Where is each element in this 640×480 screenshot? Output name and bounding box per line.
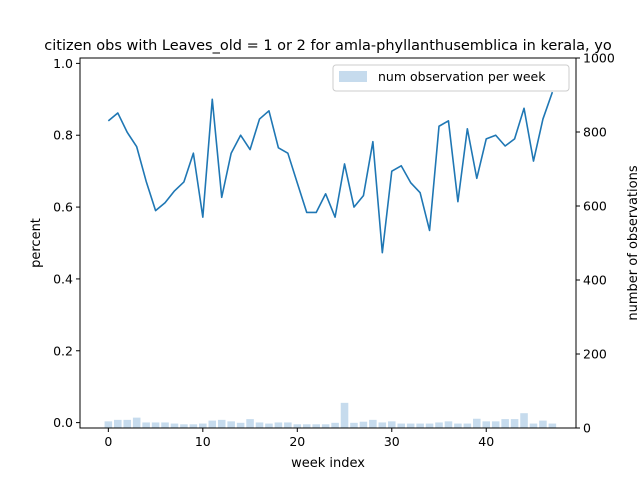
bar <box>284 422 292 428</box>
y2-tick-label: 600 <box>583 199 607 214</box>
bar <box>255 422 264 428</box>
bar <box>274 422 283 428</box>
bar <box>170 423 179 428</box>
bar <box>104 421 113 428</box>
bar <box>444 421 453 428</box>
bar-series <box>104 402 557 428</box>
bar <box>473 418 481 428</box>
bar <box>236 422 245 428</box>
bar <box>302 424 311 428</box>
bar <box>293 424 302 428</box>
x-tick-label: 30 <box>384 434 400 449</box>
legend-box <box>332 64 570 92</box>
bar <box>331 422 339 428</box>
y-tick-label: 0.0 <box>53 415 73 430</box>
bar <box>501 419 509 428</box>
bar <box>539 420 547 428</box>
bar <box>132 417 141 428</box>
y-tick-label: 0.6 <box>53 200 73 215</box>
bar <box>142 422 150 428</box>
bar <box>246 419 254 428</box>
bar <box>227 421 235 428</box>
chart-title: citizen obs with Leaves_old = 1 or 2 for… <box>44 38 612 54</box>
x-axis-label: week index <box>291 456 365 471</box>
y2-tick-label: 1000 <box>583 51 615 66</box>
bar <box>529 423 538 428</box>
bar <box>161 422 169 428</box>
bar <box>321 424 330 428</box>
legend: num observation per week <box>332 64 570 92</box>
bar <box>350 422 358 428</box>
bar <box>425 423 434 428</box>
y-axis-right: 0 200 400 600 800 1000 <box>576 51 615 436</box>
bar <box>454 423 462 428</box>
x-axis: 0 10 20 30 40 <box>104 428 494 449</box>
bar <box>387 421 396 428</box>
y-tick-label: 1.0 <box>53 56 73 71</box>
bar <box>151 422 160 428</box>
bar <box>416 423 424 428</box>
bar <box>482 421 491 428</box>
bar <box>123 419 132 428</box>
bar <box>114 419 122 428</box>
x-tick-label: 0 <box>104 434 112 449</box>
y2-axis-label: number of observations <box>626 165 640 320</box>
bar <box>217 419 226 428</box>
y-axis-left: 0.0 0.2 0.4 0.6 0.8 1.0 <box>53 56 80 430</box>
series-line <box>107 91 554 254</box>
bar <box>520 413 528 428</box>
x-tick-label: 20 <box>289 434 305 449</box>
bar <box>406 423 415 428</box>
bar <box>312 424 320 428</box>
x-tick-label: 40 <box>478 434 494 449</box>
bar <box>180 424 188 428</box>
y2-tick-label: 800 <box>583 125 607 140</box>
y-tick-label: 0.2 <box>53 343 73 358</box>
bar <box>378 422 387 428</box>
bar <box>340 402 349 428</box>
plot-frame <box>79 57 577 429</box>
bar <box>397 423 405 428</box>
bar <box>199 423 207 428</box>
bar <box>208 420 217 428</box>
bar <box>463 423 472 428</box>
y2-tick-label: 200 <box>583 347 607 362</box>
bar <box>491 421 500 428</box>
bar <box>369 419 377 428</box>
y2-tick-label: 0 <box>583 421 591 436</box>
y-axis-label: percent <box>29 218 44 268</box>
bar <box>359 421 368 428</box>
bar <box>510 419 519 428</box>
legend-label: num observation per week <box>378 69 546 84</box>
line-series <box>107 91 554 254</box>
y-tick-label: 0.4 <box>53 271 73 286</box>
legend-swatch <box>339 71 367 82</box>
bar <box>189 424 198 428</box>
bar <box>435 422 443 428</box>
x-tick-label: 10 <box>195 434 211 449</box>
y2-tick-label: 400 <box>583 273 607 288</box>
y-tick-label: 0.8 <box>53 128 73 143</box>
bar <box>265 423 273 428</box>
bar <box>548 423 557 428</box>
